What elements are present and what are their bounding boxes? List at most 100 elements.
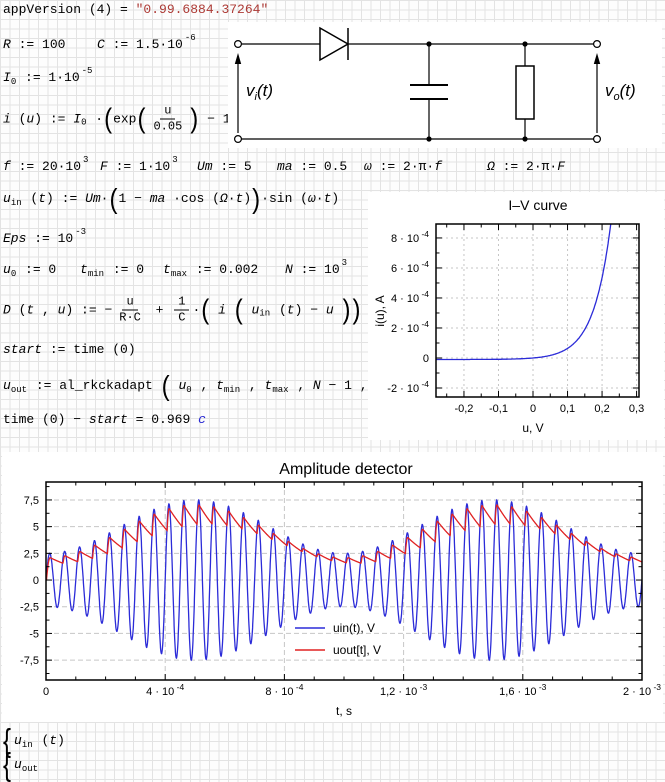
variable: ma: [149, 191, 166, 206]
variable: u: [251, 302, 260, 317]
variable: C: [97, 37, 105, 52]
math-token: ,: [289, 378, 313, 393]
y-tick-label: 2,5: [24, 548, 39, 560]
math-token: ·cos (: [165, 191, 220, 206]
paren: (: [104, 103, 113, 135]
variable: t: [26, 302, 35, 317]
math-token: ): [57, 733, 65, 748]
variable: u: [3, 378, 11, 393]
formula-tmin-def[interactable]: t min := 0: [80, 262, 144, 278]
y-tick-label: 8 · 10 -4: [391, 229, 429, 245]
fraction: u 0.05: [149, 104, 186, 134]
formula-n-def[interactable]: N := 10 3: [285, 258, 347, 278]
vo-label: vo(t): [605, 81, 636, 103]
variable: u: [3, 262, 11, 277]
y-tick-label: -2,5: [20, 602, 39, 614]
junction-dot: [426, 136, 432, 142]
x-axis-label: t, s: [336, 704, 352, 718]
formula-uin-def[interactable]: u in (t) := Um ·(1 − ma ·cos (Ω · t)) ·sin (ω…: [3, 185, 339, 213]
formula-r-def[interactable]: R := 100: [3, 37, 65, 53]
math-token: appVersion (4) =: [3, 2, 136, 17]
variable: t: [216, 378, 224, 393]
subscript: max: [272, 384, 289, 395]
math-token: ,: [192, 378, 217, 393]
paren: ): [352, 294, 361, 326]
formula-ma-def[interactable]: ma := 0.5: [277, 159, 347, 175]
fraction: u R·C: [115, 295, 145, 325]
x-tick-label: 0,3: [629, 403, 644, 415]
math-token: := 20·10: [10, 159, 82, 174]
subscript: out: [10, 384, 28, 395]
x-tick-label: 0: [530, 403, 536, 415]
variable: F: [100, 159, 108, 174]
math-token: time (0) −: [3, 412, 89, 427]
formula-timing-result[interactable]: time (0) − start = 0.969 c: [3, 412, 206, 428]
variable: i: [3, 111, 11, 126]
variable: i: [218, 302, 226, 317]
math-token: := time (0): [42, 342, 136, 357]
formula-plot-arg-line2[interactable]: {u out: [3, 746, 39, 782]
x-tick-label: -0,1: [489, 403, 508, 415]
vo-arrowhead-icon: [593, 53, 601, 64]
variable: t: [163, 262, 171, 277]
x-tick-label: 8 · 10 -4: [265, 682, 303, 698]
system-brace: {: [3, 746, 12, 782]
formula-appversion[interactable]: appVersion (4) = "0.99.6884.37264": [3, 2, 268, 18]
iv-curve-chart[interactable]: -0,2 -0,1 0 0,1 0,2 0,3 8 · 10 -4 6 · 10 -4 4 · …: [368, 192, 664, 440]
formula-iu-def[interactable]: i (u) := I0 ·(exp(u0.05) − 1): [3, 103, 241, 135]
formula-c-def[interactable]: C := 1.5·10 -6: [97, 33, 196, 53]
y-tick-label: 6 · 10 -4: [391, 259, 429, 275]
math-token: [244, 302, 252, 318]
variable: N: [312, 378, 321, 393]
formula-capital-omega-def[interactable]: Ω := 2·π· F: [487, 159, 565, 175]
subscript: 0: [186, 384, 192, 395]
math-token: [226, 302, 234, 318]
formula-tmax-def[interactable]: t max := 0.002: [163, 262, 258, 278]
series-uint: [46, 498, 642, 662]
math-token: ·: [87, 111, 104, 126]
formula-big-f-def[interactable]: F := 1·10 3: [100, 155, 178, 175]
x-tick-label: 0,2: [594, 403, 609, 415]
formula-start-def[interactable]: start := time (0): [3, 342, 136, 358]
math-token: := 10: [292, 262, 340, 277]
variable: ω: [364, 159, 372, 174]
terminal-icon: [593, 40, 602, 49]
formula-eps-def[interactable]: Eps := 10 -3: [3, 227, 86, 247]
subscript: in: [21, 739, 33, 750]
y-tick-label: -2 · 10 -4: [387, 379, 429, 395]
x-tick-label: -0,2: [454, 403, 473, 415]
math-token: := 5: [212, 159, 252, 174]
subscript: 0: [10, 268, 17, 279]
formula-d-def[interactable]: D (t , u) := − u R·C + 1 C ·( i ( u in (t) − …: [3, 294, 361, 326]
resistor-icon: [515, 65, 535, 120]
variable: I: [3, 70, 11, 85]
math-token: (: [271, 302, 287, 317]
junction-dot: [522, 41, 528, 47]
x-tick-label: 1,2 · 10 -3: [380, 682, 428, 698]
terminal-icon: [593, 134, 602, 143]
variable: t: [235, 191, 244, 206]
math-token: +: [147, 302, 172, 317]
variable: t: [38, 191, 47, 206]
terminal-icon: [233, 40, 243, 49]
variable: Um: [85, 191, 101, 206]
y-tick-label: 5: [33, 522, 39, 534]
variable: N: [285, 262, 293, 277]
math-token: := 0.5: [292, 159, 348, 174]
paren: (: [201, 294, 210, 326]
formula-omega-def[interactable]: ω := 2·π· f: [364, 159, 442, 175]
formula-plot-arg-line1[interactable]: {u in (t): [3, 725, 65, 757]
formula-f-def[interactable]: f := 20·10 3: [3, 155, 88, 175]
amplitude-detector-chart[interactable]: 0 4 · 10 -4 8 · 10 -4 1,2 · 10 -3 1,6 · 10 -…: [2, 452, 663, 722]
math-token: ) := −: [65, 302, 113, 317]
math-token: := 0: [17, 262, 57, 277]
math-token: ·: [315, 191, 324, 206]
legend-label: uout[t], V: [333, 643, 381, 657]
formula-um-def[interactable]: Um := 5: [197, 159, 252, 175]
math-token: ) −: [294, 302, 326, 317]
vi-label: vi(t): [246, 81, 273, 103]
